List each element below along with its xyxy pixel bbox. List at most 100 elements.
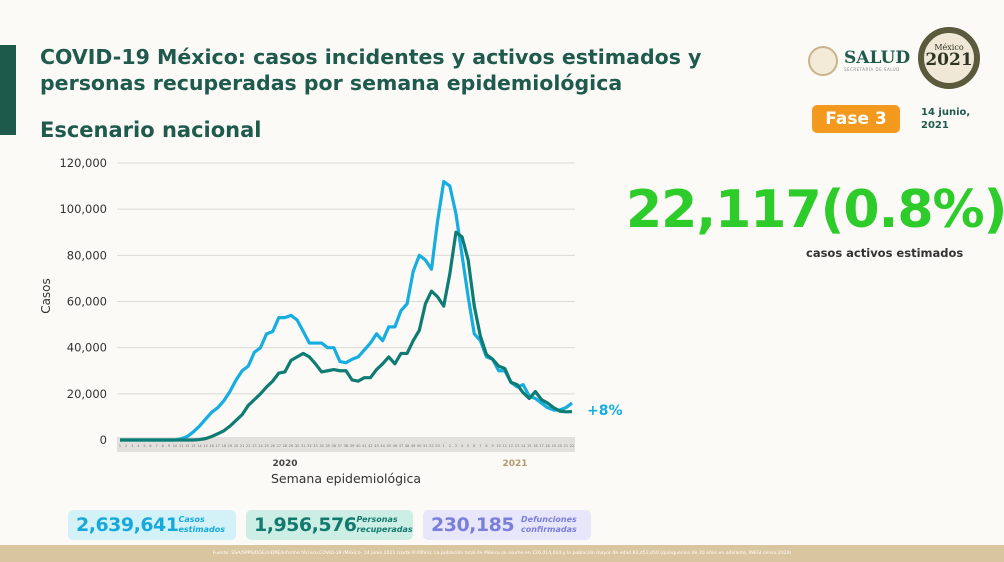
x-tick-label: 11 <box>179 444 183 448</box>
source-footer: Fuente: SSA/SPPS/DGE/InDRE/Informe técni… <box>0 545 1004 562</box>
logo-2021-year: 2021 <box>925 50 973 70</box>
x-tick-label: 11 <box>503 444 507 448</box>
x-tick-label: 9 <box>168 444 170 448</box>
y-tick-label: 40,000 <box>67 341 107 355</box>
x-tick-label: 9 <box>491 444 493 448</box>
x-tick-label: 31 <box>301 444 305 448</box>
phase-badge: Fase 3 <box>812 105 900 133</box>
y-tick-label: 0 <box>100 433 107 447</box>
x-tick-label: 51 <box>423 444 427 448</box>
active-cases-value: 22,117(0.8%) <box>626 180 1004 240</box>
y-tick-label: 20,000 <box>67 387 107 401</box>
x-tick-label: 44 <box>380 444 385 448</box>
x-tick-label: 17 <box>539 444 543 448</box>
x-tick-label: 52 <box>429 444 433 448</box>
page-title: COVID-19 México: casos incidentes y acti… <box>40 45 702 95</box>
x-tick-label: 20 <box>234 444 238 448</box>
stat-label: Defunciones confirmadas <box>521 515 577 534</box>
x-tick-label: 12 <box>509 444 513 448</box>
x-tick-label: 15 <box>203 444 207 448</box>
x-tick-label: 32 <box>307 444 311 448</box>
x-tick-label: 10 <box>173 444 177 448</box>
x-tick-label: 41 <box>362 444 366 448</box>
x-tick-label: 5 <box>143 444 145 448</box>
x-tick-label: 4 <box>461 444 464 448</box>
x-tick-label: 23 <box>252 444 256 448</box>
active-cases-label: casos activos estimados <box>806 246 964 260</box>
x-tick-label: 45 <box>387 444 391 448</box>
x-tick-label: 42 <box>368 444 372 448</box>
x-tick-label: 37 <box>338 444 342 448</box>
x-tick-label: 43 <box>374 444 378 448</box>
x-tick-label: 35 <box>325 444 329 448</box>
x-tick-label: 5 <box>467 444 469 448</box>
x-tick-label: 1 <box>443 444 445 448</box>
series-line-estimated <box>120 179 573 442</box>
stat-deaths: 230,185 Defunciones confirmadas <box>423 510 591 540</box>
year-label-2021: 2021 <box>502 459 527 469</box>
series-line-recovered <box>120 230 573 442</box>
stat-estimated-cases: 2,639,641 Casos estimados <box>68 510 236 540</box>
stat-value: 2,639,641 <box>76 514 179 536</box>
x-tick-label: 22 <box>570 444 574 448</box>
stat-value: 230,185 <box>431 514 515 536</box>
x-tick-label: 15 <box>527 444 531 448</box>
stat-label: Personas recuperadas <box>356 515 413 534</box>
accent-bar <box>0 45 16 135</box>
x-tick-label: 8 <box>162 444 164 448</box>
x-tick-label: 21 <box>564 444 568 448</box>
y-tick-label: 100,000 <box>59 202 107 216</box>
x-tick-label: 6 <box>149 444 151 448</box>
y-tick-label: 60,000 <box>67 295 107 309</box>
x-tick-label: 2 <box>449 444 451 448</box>
stat-value: 1,956,576 <box>254 514 357 536</box>
x-tick-label: 10 <box>496 444 500 448</box>
salud-logo: SALUD SECRETARÍA DE SALUD <box>808 46 910 76</box>
x-tick-label: 24 <box>258 444 263 448</box>
y-axis-title: Casos <box>39 278 53 314</box>
x-tick-label: 7 <box>156 444 158 448</box>
x-tick-label: 53 <box>435 444 439 448</box>
x-axis-band <box>117 437 575 452</box>
x-tick-label: 29 <box>289 444 293 448</box>
y-tick-label: 120,000 <box>59 156 107 170</box>
stat-label: Casos estimados <box>178 515 225 534</box>
x-tick-label: 18 <box>545 444 549 448</box>
x-tick-label: 36 <box>332 444 336 448</box>
x-tick-label: 47 <box>399 444 403 448</box>
x-tick-label: 30 <box>295 444 299 448</box>
x-tick-label: 21 <box>240 444 244 448</box>
x-tick-label: 48 <box>405 444 409 448</box>
x-tick-label: 20 <box>558 444 562 448</box>
x-tick-label: 19 <box>228 444 232 448</box>
year-label-2020: 2020 <box>272 459 297 469</box>
x-tick-label: 46 <box>393 444 397 448</box>
logo-text: SALUD <box>844 48 911 68</box>
y-tick-label: 80,000 <box>67 248 107 262</box>
report-date: 14 junio, 2021 <box>921 107 971 131</box>
x-tick-label: 7 <box>479 444 481 448</box>
page-subtitle: Escenario nacional <box>40 118 262 142</box>
x-tick-label: 49 <box>411 444 415 448</box>
stat-recovered: 1,956,576 Personas recuperadas <box>246 510 413 540</box>
logo-subtext: SECRETARÍA DE SALUD <box>844 67 900 72</box>
x-tick-label: 8 <box>485 444 487 448</box>
x-tick-label: 27 <box>277 444 281 448</box>
x-tick-label: 22 <box>246 444 250 448</box>
x-tick-label: 13 <box>515 444 519 448</box>
x-tick-label: 3 <box>455 444 457 448</box>
x-tick-label: 39 <box>350 444 354 448</box>
eagle-seal-icon <box>808 46 838 76</box>
x-tick-label: 40 <box>356 444 360 448</box>
x-tick-label: 38 <box>344 444 348 448</box>
x-tick-label: 14 <box>521 444 526 448</box>
x-tick-label: 1 <box>119 444 121 448</box>
x-tick-label: 13 <box>191 444 195 448</box>
x-tick-label: 34 <box>319 444 324 448</box>
x-tick-label: 14 <box>197 444 202 448</box>
x-tick-label: 19 <box>551 444 555 448</box>
x-tick-label: 50 <box>417 444 421 448</box>
x-tick-label: 4 <box>137 444 140 448</box>
x-tick-label: 26 <box>270 444 274 448</box>
x-tick-label: 12 <box>185 444 189 448</box>
